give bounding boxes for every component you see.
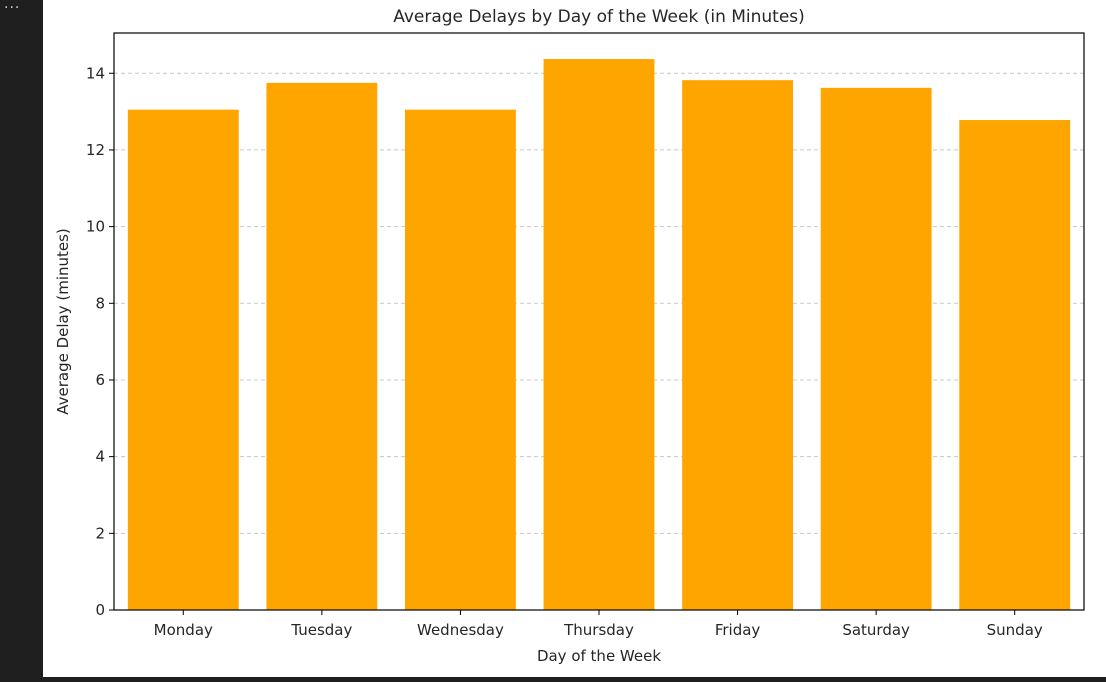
- x-tick-label-friday: Friday: [715, 621, 761, 639]
- x-tick-label-saturday: Saturday: [842, 621, 910, 639]
- bar-tuesday: [266, 82, 378, 611]
- x-axis-label: Day of the Week: [537, 647, 661, 665]
- y-tick-label: 4: [95, 448, 105, 466]
- x-tick-label-tuesday: Tuesday: [290, 621, 352, 639]
- x-tick-label-sunday: Sunday: [987, 621, 1043, 639]
- x-tick-label-monday: Monday: [154, 621, 213, 639]
- chart-figure: Average Delays by Day of the Week (in Mi…: [43, 0, 1106, 677]
- output-ellipsis: ...: [4, 0, 21, 12]
- bar-chart: Average Delays by Day of the Week (in Mi…: [54, 7, 1085, 665]
- y-tick-label: 6: [95, 371, 105, 389]
- y-tick-label: 8: [95, 294, 105, 312]
- y-tick-label: 12: [86, 141, 105, 159]
- y-tick-label: 14: [86, 64, 105, 82]
- bar-monday: [127, 109, 239, 611]
- y-axis-label: Average Delay (minutes): [54, 228, 72, 415]
- bar-layer: [127, 59, 1071, 611]
- x-tick-label-thursday: Thursday: [563, 621, 634, 639]
- y-tick-label: 10: [86, 218, 105, 236]
- axis-layer: 0 2 4 6 8 10 12 14 Monday Tuesday Wednesday Thursda…: [86, 32, 1085, 639]
- bar-sunday: [959, 120, 1071, 610]
- bar-friday: [682, 80, 793, 611]
- x-tick-label-wednesday: Wednesday: [417, 621, 504, 639]
- bar-thursday: [543, 59, 655, 610]
- bar-wednesday: [405, 109, 516, 611]
- y-tick-label: 2: [95, 524, 105, 542]
- bar-saturday: [820, 87, 932, 610]
- y-tick-label: 0: [95, 601, 105, 619]
- chart-title: Average Delays by Day of the Week (in Mi…: [393, 7, 805, 27]
